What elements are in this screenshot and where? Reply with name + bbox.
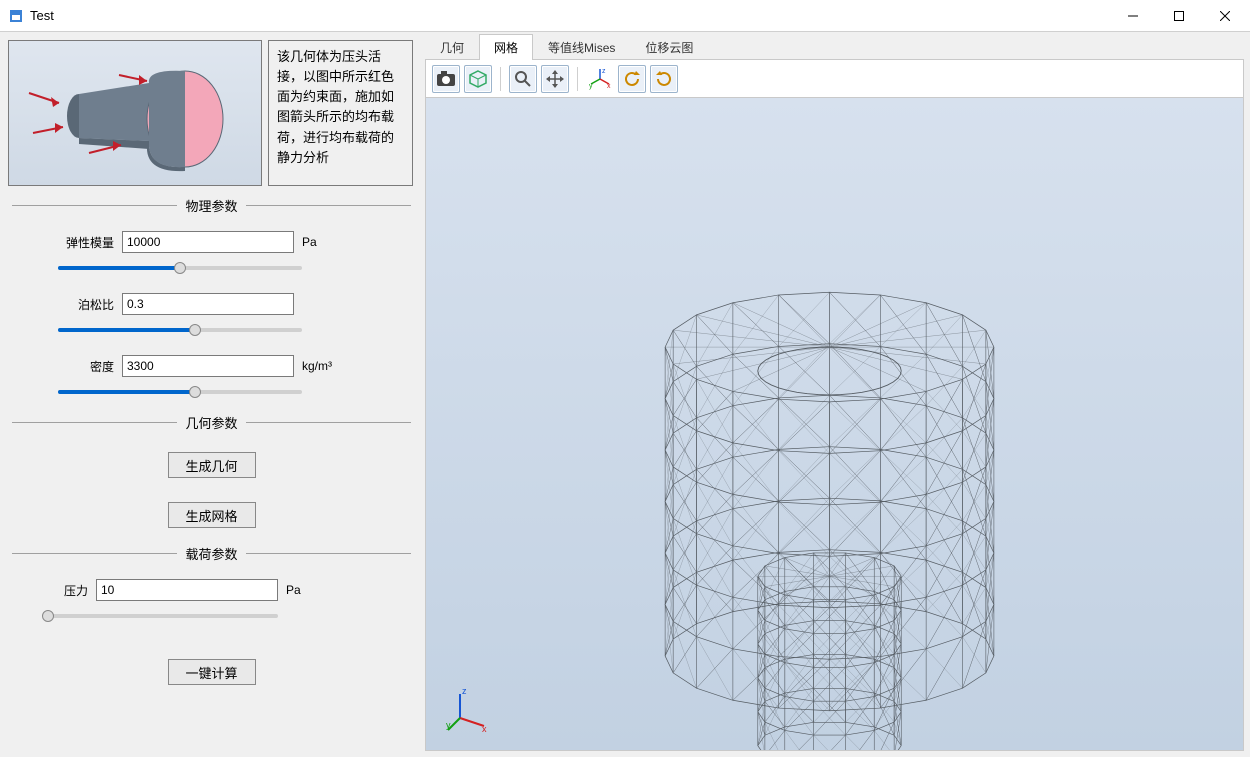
section-load-title: 载荷参数: [177, 544, 245, 563]
tab-0[interactable]: 几何: [425, 34, 479, 60]
section-load: 载荷参数 压力 Pa 一键计算: [12, 544, 411, 695]
param-pressure-input[interactable]: [96, 579, 278, 601]
section-physical-title: 物理参数: [177, 196, 245, 215]
geometry-preview: [8, 40, 262, 186]
section-geometry: 几何参数 生成几何 生成网格: [12, 413, 411, 538]
svg-text:z: z: [602, 68, 606, 75]
viewport[interactable]: z x y: [425, 98, 1244, 751]
left-panel: 该几何体为压头活接，以图中所示红色面为约束面，施加如图箭头所示的均布载荷，进行均…: [0, 32, 423, 757]
box-icon[interactable]: [464, 65, 492, 93]
param-youngs: 弹性模量 Pa: [58, 231, 405, 277]
param-pressure-unit: Pa: [286, 583, 326, 597]
zoom-icon[interactable]: [509, 65, 537, 93]
app-icon: [8, 8, 24, 24]
camera-icon[interactable]: [432, 65, 460, 93]
tab-1[interactable]: 网格: [479, 34, 533, 60]
generate-mesh-button[interactable]: 生成网格: [168, 502, 256, 528]
right-panel: 几何网格等值线Mises位移云图 z x y z x y: [423, 32, 1250, 757]
titlebar: Test: [0, 0, 1250, 32]
param-density-label: 密度: [58, 358, 114, 375]
window-maximize-button[interactable]: [1156, 1, 1202, 31]
param-pressure-label: 压力: [48, 582, 88, 599]
svg-text:x: x: [607, 83, 611, 90]
param-poisson-label: 泊松比: [58, 296, 114, 313]
window-minimize-button[interactable]: [1110, 1, 1156, 31]
param-poisson: 泊松比: [58, 293, 405, 339]
toolbar-separator: [500, 67, 501, 91]
param-pressure: 压力 Pa: [48, 579, 405, 625]
svg-text:z: z: [462, 688, 467, 696]
section-geometry-title: 几何参数: [177, 413, 245, 432]
svg-text:y: y: [589, 83, 593, 90]
viewport-toolbar: z x y: [425, 60, 1244, 98]
window-close-button[interactable]: [1202, 1, 1248, 31]
param-poisson-input[interactable]: [122, 293, 294, 315]
param-poisson-slider[interactable]: [58, 321, 302, 339]
tab-2[interactable]: 等值线Mises: [533, 34, 630, 60]
axes-icon[interactable]: z x y: [586, 65, 614, 93]
axis-gizmo-icon: z x y: [446, 688, 490, 732]
rotate-cw-icon[interactable]: [650, 65, 678, 93]
compute-button[interactable]: 一键计算: [168, 659, 256, 685]
param-density-slider[interactable]: [58, 383, 302, 401]
generate-geometry-button[interactable]: 生成几何: [168, 452, 256, 478]
param-pressure-slider[interactable]: [48, 607, 278, 625]
rotate-ccw-icon[interactable]: [618, 65, 646, 93]
param-youngs-unit: Pa: [302, 235, 342, 249]
toolbar-separator: [577, 67, 578, 91]
view-tabs: 几何网格等值线Mises位移云图: [425, 36, 1244, 60]
section-physical: 物理参数 弹性模量 Pa 泊松比: [12, 196, 411, 407]
param-youngs-slider[interactable]: [58, 259, 302, 277]
svg-text:y: y: [446, 720, 451, 730]
param-youngs-input[interactable]: [122, 231, 294, 253]
description-text: 该几何体为压头活接，以图中所示红色面为约束面，施加如图箭头所示的均布载荷，进行均…: [268, 40, 413, 186]
param-youngs-label: 弹性模量: [58, 234, 114, 251]
pan-icon[interactable]: [541, 65, 569, 93]
svg-text:x: x: [482, 724, 487, 732]
param-density-input[interactable]: [122, 355, 294, 377]
tab-3[interactable]: 位移云图: [630, 34, 708, 60]
param-density-unit: kg/m³: [302, 359, 342, 373]
param-density: 密度 kg/m³: [58, 355, 405, 401]
window-title: Test: [30, 8, 1110, 23]
